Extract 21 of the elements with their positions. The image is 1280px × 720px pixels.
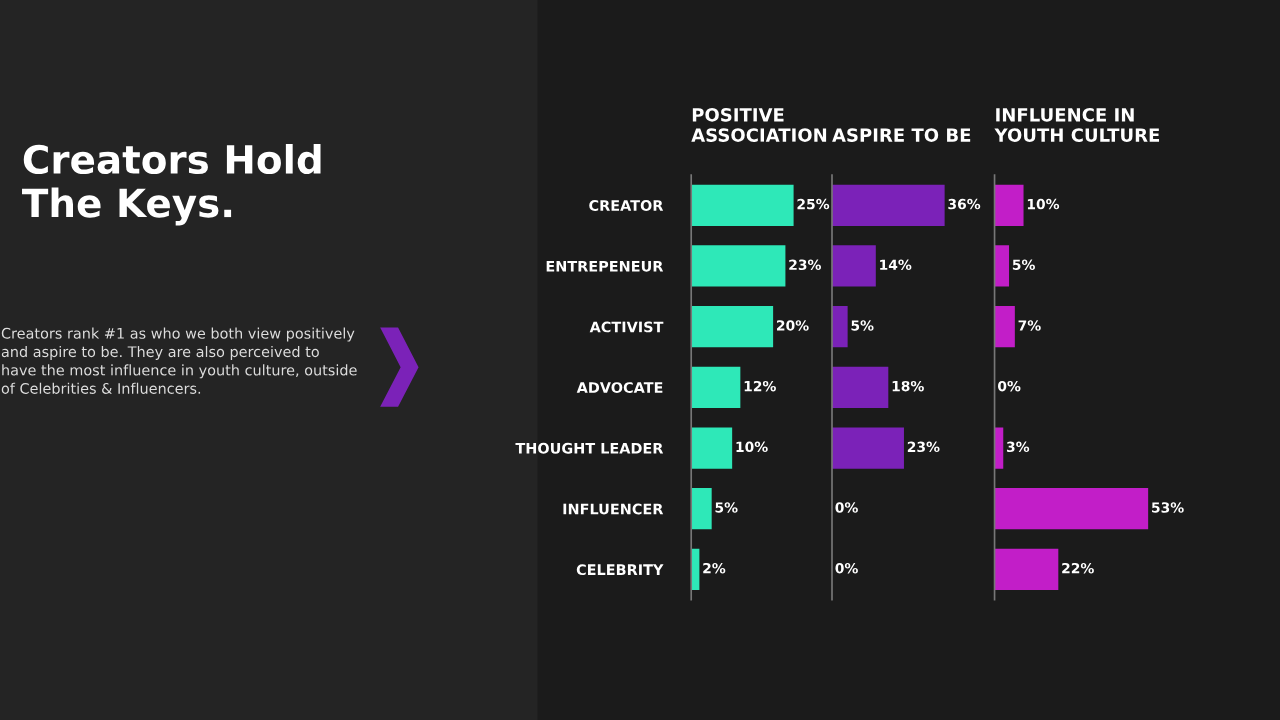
bar: [832, 306, 848, 348]
bar: [994, 184, 1024, 226]
chart-title: ASPIRE TO BE: [832, 128, 971, 142]
bar: [691, 245, 786, 287]
bar: [994, 427, 1004, 469]
bar: [691, 488, 712, 530]
bar: [691, 306, 774, 348]
chart-title: INFLUENCE IN YOUTH CULTURE: [994, 108, 1160, 142]
text: Creators Hold The Keys.: [22, 144, 321, 226]
chart-title: POSITIVE ASSOCIATION: [691, 108, 827, 142]
bar: [691, 366, 741, 408]
bar: [994, 488, 1149, 530]
bar: [832, 366, 889, 408]
bar: [691, 184, 794, 226]
bar: [832, 427, 904, 469]
bar: [994, 306, 1015, 348]
bar: [994, 245, 1010, 287]
bar: [832, 245, 876, 287]
bar: [994, 548, 1059, 591]
bar: [832, 184, 945, 226]
bar: [691, 427, 733, 469]
